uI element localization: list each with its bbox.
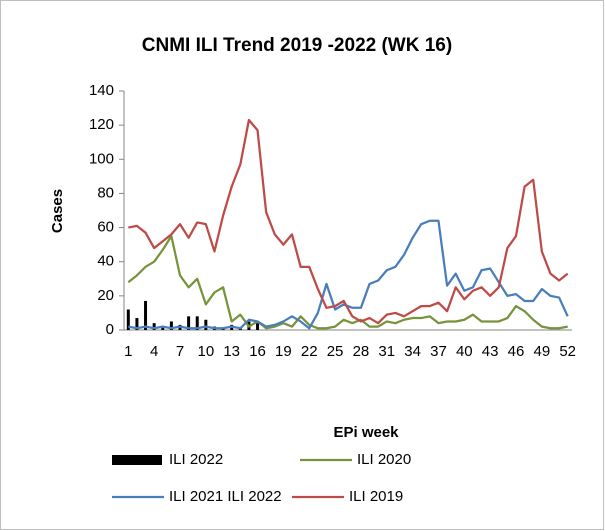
x-tick-label: 28 — [353, 343, 370, 360]
bar — [144, 300, 148, 330]
bar — [135, 318, 139, 330]
x-tick-label: 16 — [249, 343, 266, 360]
line — [128, 219, 569, 330]
x-tick-label: 1 — [124, 343, 132, 360]
x-tick-label: 19 — [275, 343, 292, 360]
y-tick-label: 40 — [97, 253, 114, 270]
x-tick-label: 10 — [198, 343, 215, 360]
y-tick-label: 120 — [89, 116, 114, 133]
x-tick-label: 13 — [223, 343, 240, 360]
x-tick-label: 40 — [456, 343, 473, 360]
y-axis-title: Cases — [49, 189, 66, 233]
bar — [152, 323, 156, 330]
x-tick-label: 22 — [301, 343, 318, 360]
line — [128, 118, 569, 325]
bar — [204, 319, 208, 330]
legend-label: ILI 2021 ILI 2022 — [169, 488, 282, 505]
legend-swatch — [112, 455, 162, 465]
bar — [161, 326, 165, 330]
bar — [187, 316, 191, 330]
y-tick-label: 60 — [97, 219, 114, 236]
x-tick-label: 43 — [482, 343, 499, 360]
x-tick-label: 34 — [404, 343, 421, 360]
x-tick-label: 25 — [327, 343, 344, 360]
y-tick-label: 80 — [97, 184, 114, 201]
x-tick-label: 31 — [378, 343, 395, 360]
x-tick-label: 7 — [176, 343, 184, 360]
chart-title: CNMI ILI Trend 2019 -2022 (WK 16) — [142, 35, 452, 56]
legend-label: ILI 2022 — [169, 451, 223, 468]
x-tick-label: 37 — [430, 343, 447, 360]
x-tick-label: 4 — [150, 343, 158, 360]
y-tick-label: 20 — [97, 287, 114, 304]
y-tick-label: 140 — [89, 82, 114, 99]
y-tick-label: 0 — [106, 321, 114, 338]
x-tick-label: 49 — [534, 343, 551, 360]
bar — [195, 316, 199, 330]
legend-label: ILI 2019 — [349, 488, 403, 505]
x-tick-label: 46 — [508, 343, 525, 360]
legend-label: ILI 2020 — [357, 451, 411, 468]
y-tick-label: 100 — [89, 150, 114, 167]
line — [127, 234, 568, 330]
bar — [169, 321, 173, 330]
bar — [126, 309, 130, 330]
x-axis-title: EPi week — [333, 424, 399, 441]
bar — [256, 323, 260, 330]
x-tick-label: 52 — [559, 343, 576, 360]
